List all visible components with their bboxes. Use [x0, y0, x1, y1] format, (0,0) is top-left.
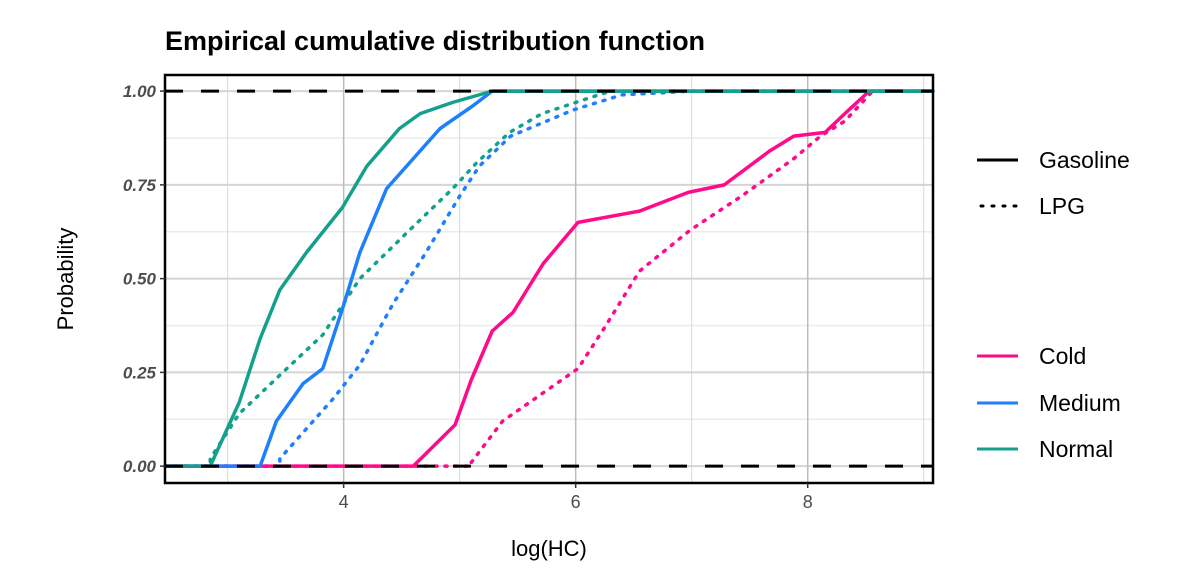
x-tick-label: 4 [339, 492, 349, 512]
legend-label-gasoline: Gasoline [1039, 147, 1130, 173]
y-tick-label: 0.00 [123, 457, 157, 476]
x-axis: 4 6 8 [339, 483, 813, 512]
x-tick-label: 8 [803, 492, 813, 512]
series-medium-lpg [163, 89, 935, 468]
legend: Gasoline LPG Cold Medium Normal [977, 147, 1130, 462]
series-cold-gasoline [165, 89, 933, 468]
legend-label-lpg: LPG [1039, 193, 1085, 219]
x-axis-label: log(HC) [511, 536, 587, 561]
y-axis-label: Probability [53, 228, 78, 331]
series-lines [163, 89, 935, 468]
y-tick-label: 0.50 [123, 270, 157, 289]
y-axis: 0.00 0.25 0.50 0.75 1.00 [123, 82, 165, 476]
series-normal-gasoline [165, 89, 933, 468]
legend-label-medium: Medium [1039, 390, 1121, 416]
chart-title: Empirical cumulative distribution functi… [165, 26, 705, 56]
x-tick-label: 6 [571, 492, 581, 512]
y-tick-label: 0.25 [123, 363, 157, 382]
legend-label-cold: Cold [1039, 343, 1086, 369]
legend-label-normal: Normal [1039, 436, 1113, 462]
series-cold-lpg [163, 89, 935, 468]
y-tick-label: 0.75 [123, 176, 157, 195]
grid [165, 75, 933, 483]
series-medium-gasoline [165, 89, 933, 468]
y-tick-label: 1.00 [123, 82, 157, 101]
